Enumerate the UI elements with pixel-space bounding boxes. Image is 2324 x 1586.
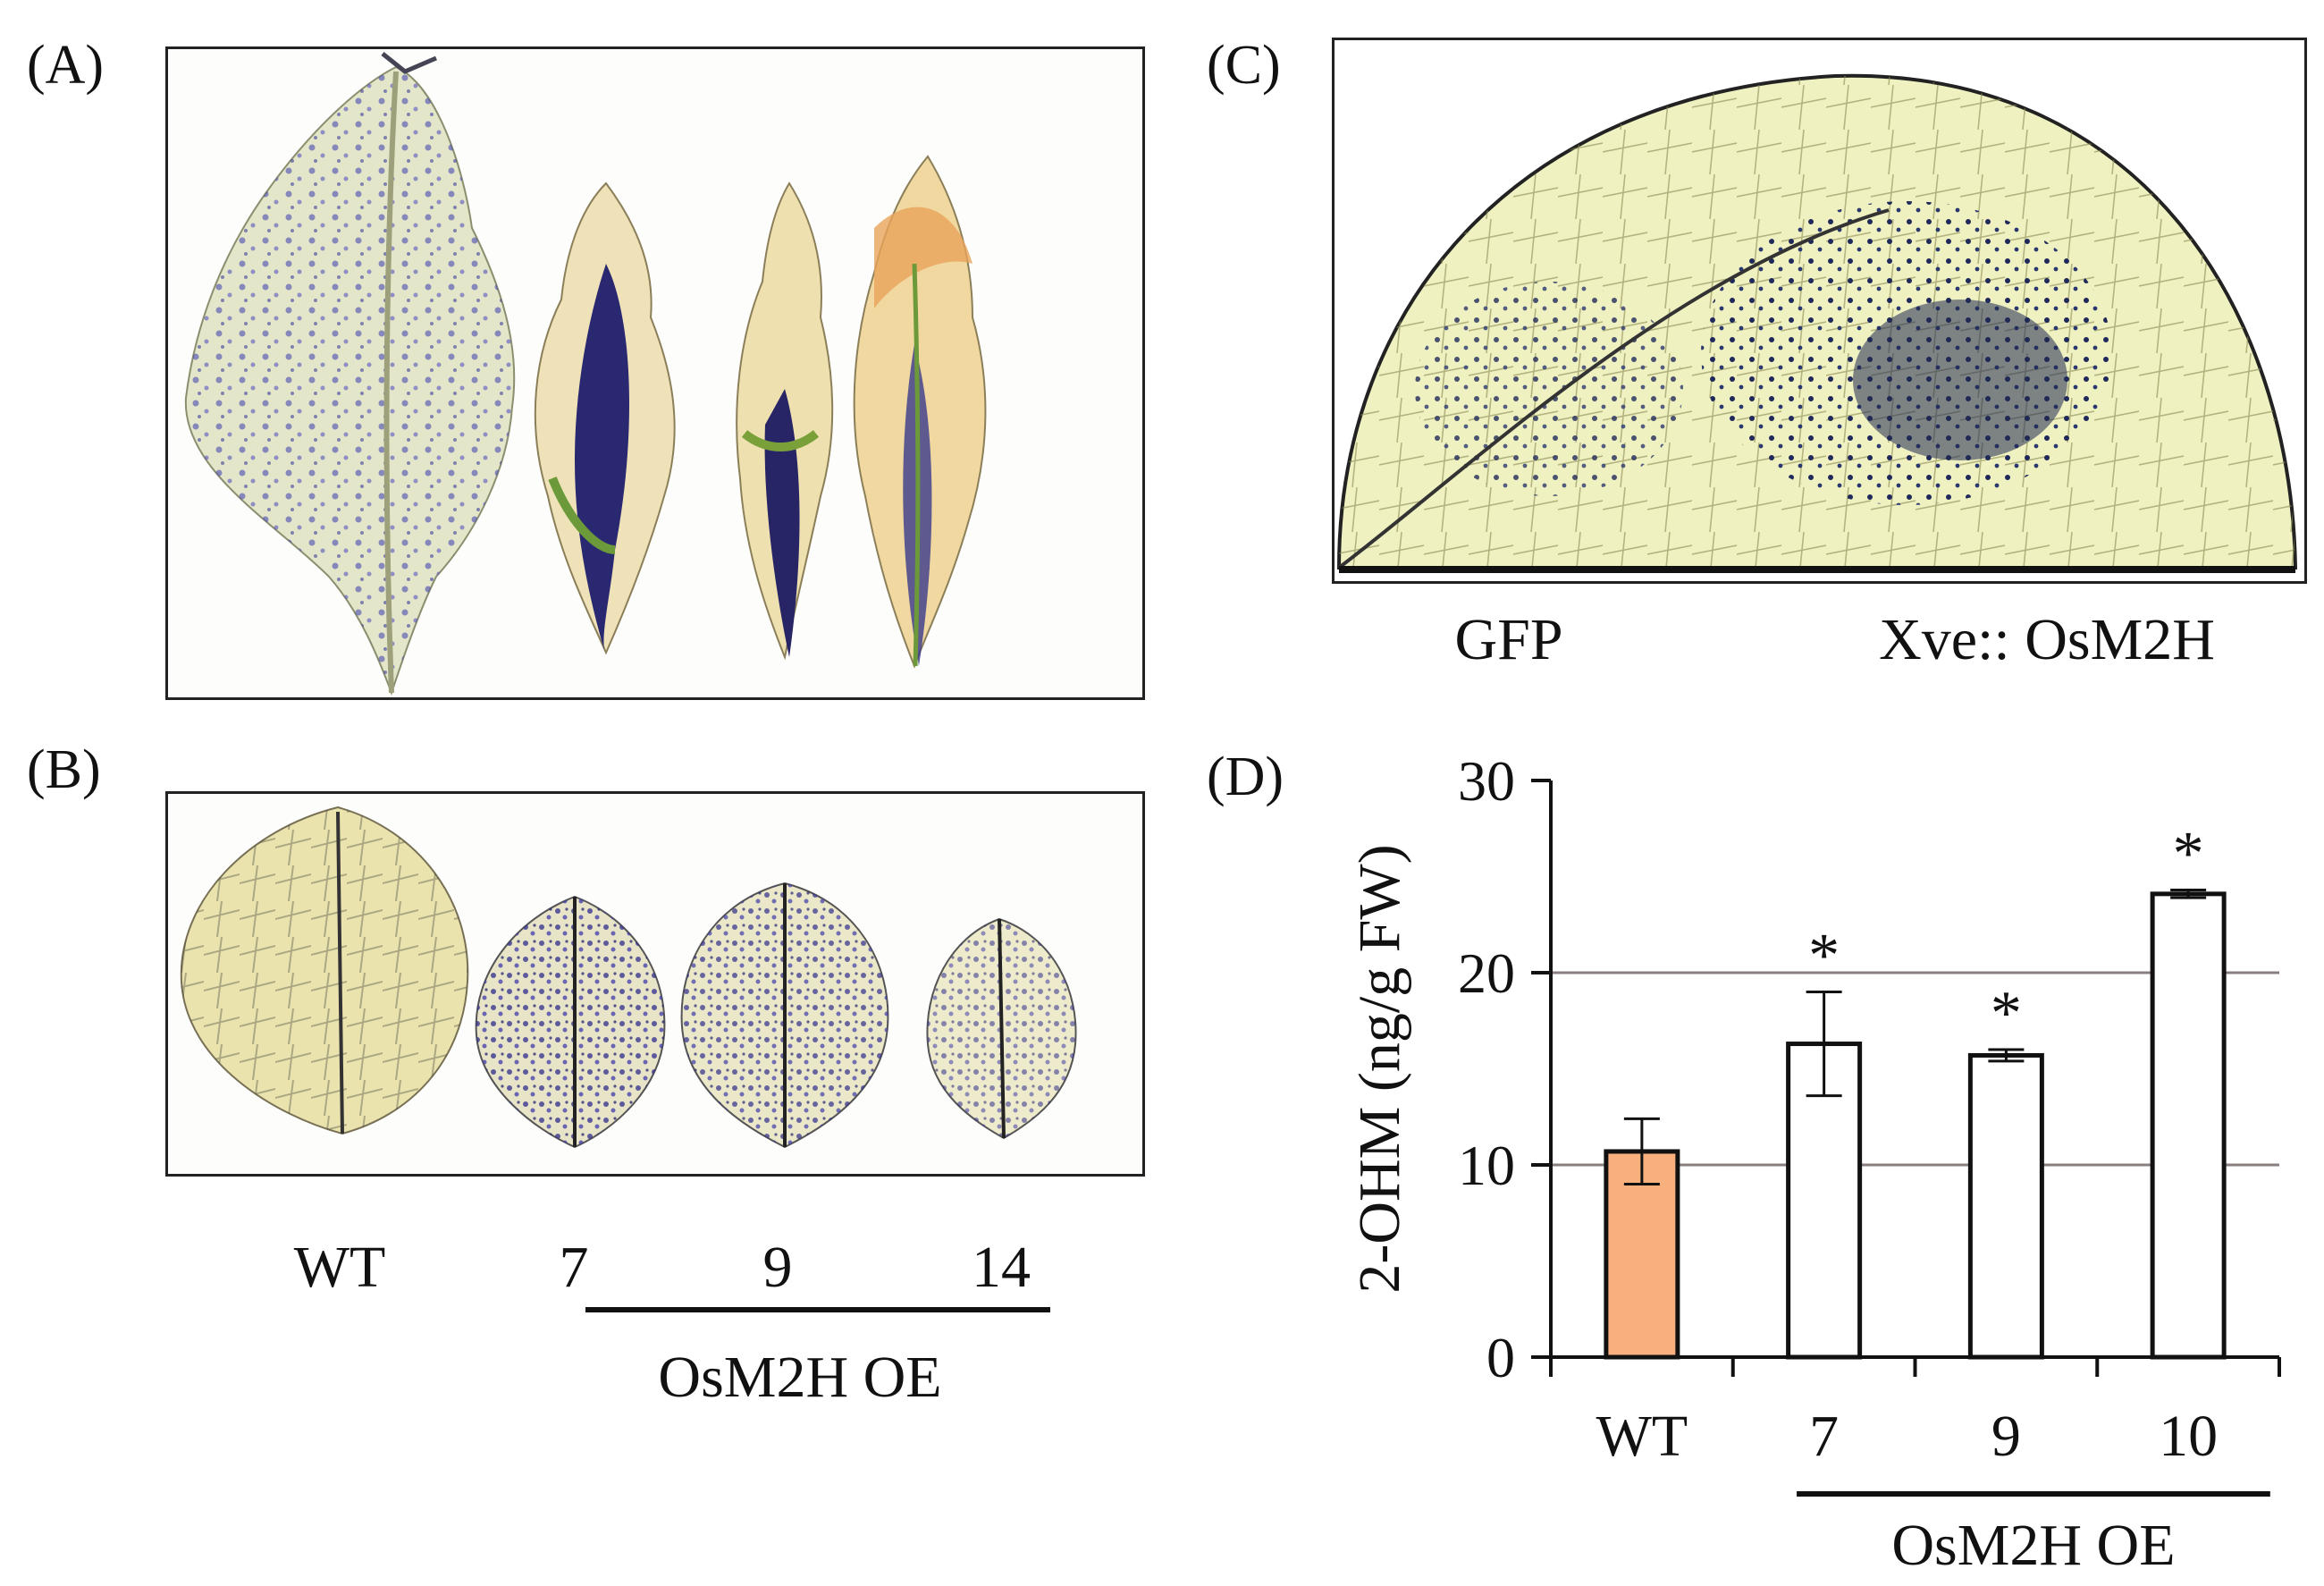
y-tick-label-20: 20 bbox=[1458, 941, 1515, 1005]
panel-d-bar-chart: 0 10 20 30 2-OHM (ng/g FW) WT * 7 * 9 * 10 OsM2H OE bbox=[1347, 749, 2281, 1573]
panel-b-line-9-label: 9 bbox=[762, 1235, 793, 1300]
panel-b-label: (B) bbox=[27, 739, 101, 800]
bar-9 bbox=[1967, 1052, 2044, 1360]
panel-a-leaf-illustration bbox=[184, 52, 987, 696]
significance-marker-7: * bbox=[1808, 922, 1840, 991]
y-tick-label-30: 30 bbox=[1458, 749, 1515, 813]
panel-c-leaf-photo bbox=[1332, 38, 2307, 584]
panel-d-group-rule bbox=[1797, 1491, 2270, 1497]
panel-b-line-7-label: 7 bbox=[559, 1235, 589, 1300]
panel-b-wt-label: WT bbox=[293, 1235, 386, 1300]
panel-b-leaf-illustration bbox=[180, 806, 1077, 1149]
panel-a-label: (A) bbox=[27, 35, 105, 96]
panel-c-gfp-label: GFP bbox=[1454, 607, 1563, 672]
y-tick-label-0: 0 bbox=[1486, 1326, 1515, 1389]
panel-d-label: (D) bbox=[1207, 747, 1284, 807]
y-axis-label: 2-OHM (ng/g FW) bbox=[1347, 844, 1412, 1293]
gfp-infiltration-spot bbox=[1415, 282, 1683, 496]
x-tick-label-10: 10 bbox=[2159, 1404, 2218, 1469]
y-tick-label-10: 10 bbox=[1458, 1134, 1515, 1197]
x-tick-label-7: 7 bbox=[1809, 1404, 1839, 1469]
bar-WT bbox=[1604, 1149, 1680, 1360]
panel-c-leaf-illustration bbox=[1335, 40, 2304, 581]
panel-c-osm2h-label: Xve:: OsM2H bbox=[1879, 607, 2215, 672]
bar-10 bbox=[2150, 891, 2227, 1360]
x-tick-label-WT: WT bbox=[1596, 1404, 1688, 1469]
x-tick-label-9: 9 bbox=[1991, 1404, 2021, 1469]
panel-b-group-label: OsM2H OE bbox=[658, 1345, 942, 1410]
panel-c-label: (C) bbox=[1207, 35, 1281, 96]
significance-marker-10: * bbox=[2173, 820, 2204, 889]
panel-d-group-label: OsM2H OE bbox=[1891, 1513, 2175, 1573]
panel-b-group-rule bbox=[585, 1307, 1050, 1312]
panel-b-line-14-label: 14 bbox=[972, 1235, 1031, 1300]
significance-marker-9: * bbox=[1991, 979, 2022, 1048]
panel-a-leaf-photo bbox=[165, 46, 1145, 700]
panel-b-leaf-photo bbox=[165, 791, 1145, 1177]
